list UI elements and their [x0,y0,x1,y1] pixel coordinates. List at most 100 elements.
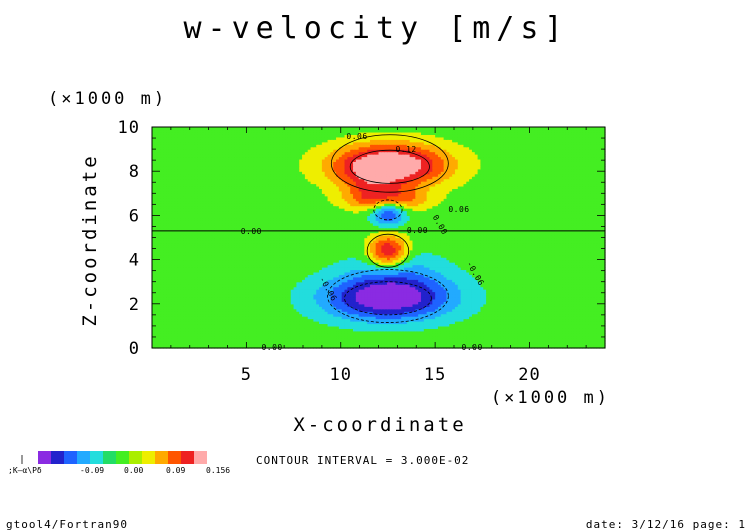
heatmap-cell [463,330,467,334]
heatmap-cell [302,345,306,349]
heatmap-cell [251,335,255,339]
heatmap-cell [449,316,453,320]
heatmap-cell [395,340,399,344]
heatmap-cell [403,338,408,342]
heatmap-cell [508,333,513,337]
heatmap-cell [539,343,544,347]
heatmap-cell [423,335,428,339]
heatmap-cell [321,325,326,329]
heatmap-cell [477,325,482,329]
heatmap-cell [443,320,448,325]
heatmap-cell [415,345,419,349]
heatmap-cell [562,318,566,322]
heatmap-cell [265,313,269,317]
heatmap-cell [420,330,425,334]
heatmap-cell [293,335,297,339]
heatmap-cell [440,323,445,327]
heatmap-cell [262,345,266,349]
heatmap-cell [415,338,419,342]
heatmap-cell [191,323,196,327]
heatmap-cell [163,333,167,337]
heatmap-cell [588,316,592,320]
heatmap-cell [602,343,606,347]
heatmap-cell [381,313,385,317]
heatmap-cell [228,316,232,320]
heatmap-cell [236,345,241,349]
heatmap-cell [168,333,173,337]
heatmap-cell [375,313,380,317]
heatmap-cell [599,328,603,332]
heatmap-cell [299,340,303,344]
heatmap-cell [358,340,363,344]
heatmap-cell [514,318,518,322]
heatmap-cell [520,343,524,347]
heatmap-cell [503,340,507,344]
heatmap-cell [437,343,442,347]
heatmap-cell [531,313,535,317]
heatmap-cell [276,318,280,322]
heatmap-cell [539,330,544,334]
heatmap-cell [446,320,450,325]
heatmap-cell [520,345,524,349]
heatmap-cell [163,311,167,315]
heatmap-cell [491,345,496,349]
heatmap-cell [372,333,377,337]
heatmap-cell [556,320,561,325]
heatmap-cell [330,325,334,329]
heatmap-cell [582,345,586,349]
heatmap-cell [191,343,196,347]
heatmap-cell [452,320,456,325]
heatmap-cell [364,323,368,327]
heatmap-cell [228,318,232,322]
heatmap-cell [392,316,397,320]
heatmap-cell [457,320,462,325]
heatmap-cell [463,333,467,337]
heatmap-cell [446,323,450,327]
heatmap-cell [500,330,504,334]
heatmap-cell [593,345,598,349]
heatmap-cell [384,318,388,322]
heatmap-cell [188,345,193,349]
heatmap-cell [520,333,524,337]
heatmap-cell [554,345,558,349]
heatmap-cell [231,320,235,325]
heatmap-cell [253,343,258,347]
heatmap-cell [406,335,411,339]
heatmap-cell [415,316,419,320]
heatmap-cell [491,323,496,327]
heatmap-cell [528,330,532,334]
heatmap-cell [582,316,586,320]
heatmap-cell [571,343,575,347]
heatmap-cell [341,345,346,349]
heatmap-cell [287,340,292,344]
heatmap-cell [265,325,269,329]
heatmap-cell [429,335,433,339]
heatmap-cell [200,338,204,342]
heatmap-cell [474,330,479,334]
heatmap-cell [259,330,264,334]
heatmap-cell [361,345,365,349]
heatmap-cell [168,328,173,332]
heatmap-cell [185,330,190,334]
heatmap-cell [418,325,422,329]
heatmap-cell [188,333,193,337]
heatmap-cell [449,338,453,342]
heatmap-cell [282,333,286,337]
heatmap-cell [531,318,535,322]
heatmap-cell [596,343,600,347]
heatmap-cell [590,325,595,329]
heatmap-cell [531,345,535,349]
heatmap-cell [435,320,439,325]
heatmap-cell [174,335,179,339]
heatmap-cell [211,330,215,334]
heatmap-cell [205,328,210,332]
heatmap-cell [183,313,187,317]
heatmap-cell [590,330,595,334]
heatmap-cell [596,330,600,334]
heatmap-cell [262,330,266,334]
heatmap-cell [276,330,280,334]
heatmap-cell [568,316,572,320]
heatmap-cell [171,335,176,339]
heatmap-cell [293,323,297,327]
heatmap-cell [573,335,578,339]
